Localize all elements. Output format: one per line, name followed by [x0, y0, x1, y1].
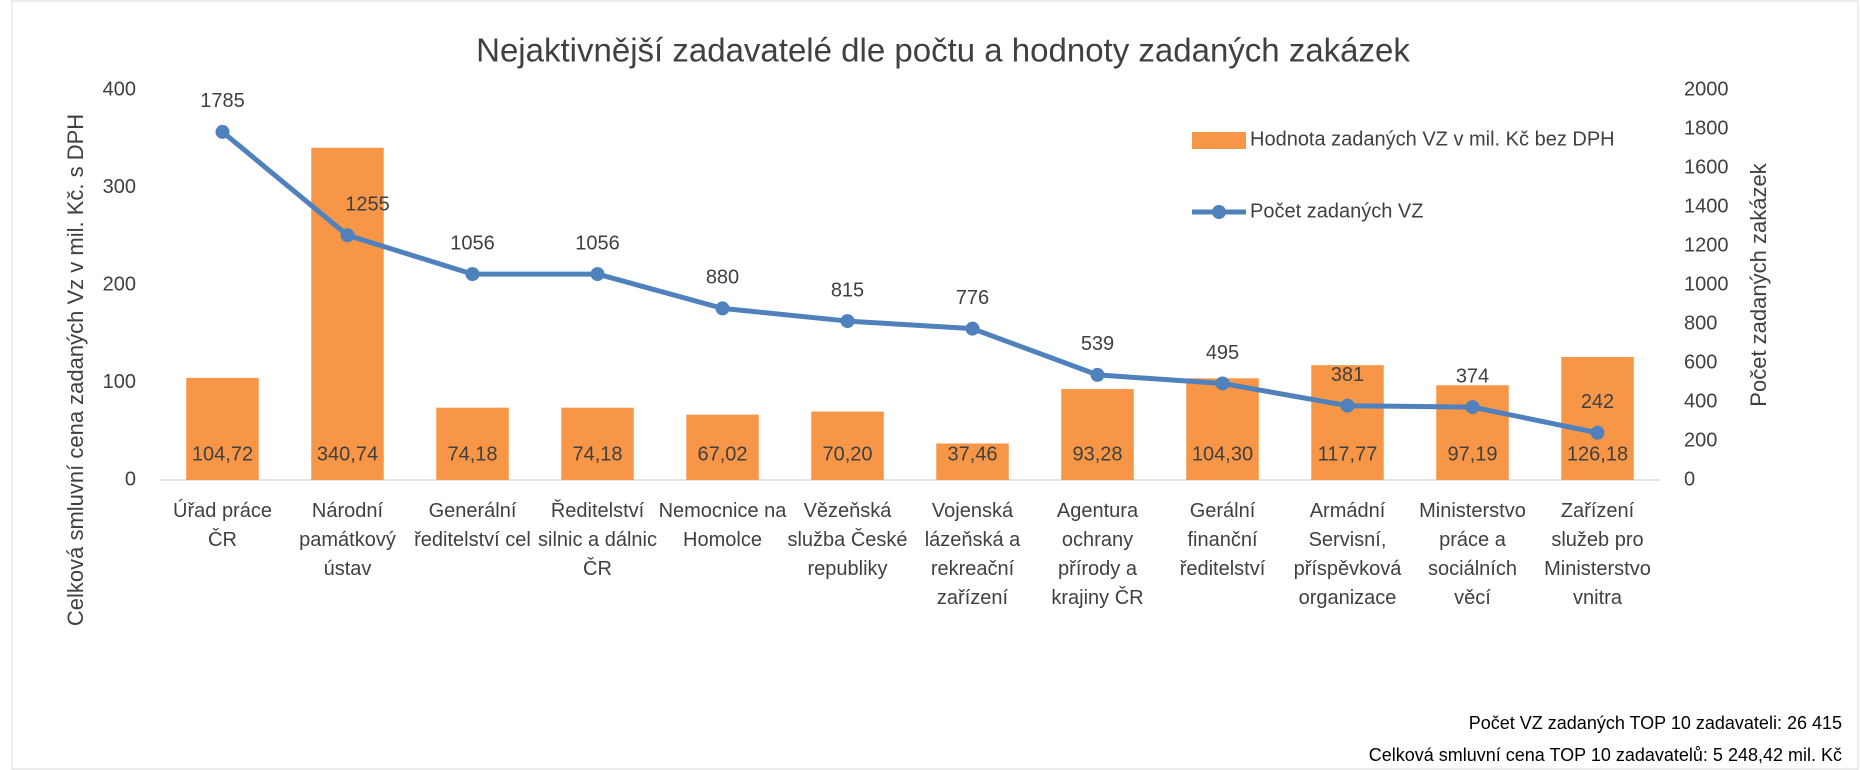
y2-tick-label: 1800 — [1684, 117, 1729, 139]
x-tick-label: Gerální finanční ředitelství — [1179, 500, 1266, 580]
y2-tick-label: 1600 — [1684, 156, 1729, 178]
bar — [1061, 389, 1134, 480]
data-label: 1255 — [345, 194, 390, 216]
data-label: 340,74 — [317, 443, 378, 465]
bar — [1436, 385, 1509, 480]
line-marker — [1215, 376, 1230, 391]
note: Počet VZ zadaných TOP 10 zadavateli: 26 … — [1468, 713, 1842, 733]
chart-title: Nejaktivnější zadavatelé dle počtu a hod… — [476, 32, 1410, 69]
x-tick-label: Ředitelství silnic a dálnic ČR — [538, 500, 657, 580]
y-tick-label: 400 — [103, 78, 136, 100]
y2-axis-title: Počet zadaných zakázek — [1746, 162, 1771, 406]
legend-label: Hodnota zadaných VZ v mil. Kč bez DPH — [1250, 128, 1615, 150]
bar — [811, 411, 884, 480]
data-label: 374 — [1456, 365, 1489, 387]
bar — [1561, 356, 1634, 480]
y-axis-title: Celková smluvní cena zadaných Vz v mil. … — [63, 114, 88, 626]
legend-swatch — [1192, 132, 1246, 149]
line-marker — [1465, 400, 1480, 415]
bar — [686, 414, 759, 480]
data-label: 74,18 — [572, 443, 622, 465]
y2-tick-label: 2000 — [1684, 78, 1729, 100]
data-label: 70,20 — [822, 443, 872, 465]
line — [220, 129, 1599, 436]
line-marker — [1340, 398, 1355, 413]
line-marker — [340, 228, 355, 243]
x-tick-label: Ministerstvo práce a sociálních věcí — [1419, 500, 1526, 609]
note: Celková smluvní cena TOP 10 zadavatelů: … — [1368, 745, 1842, 765]
data-label: 495 — [1206, 342, 1239, 364]
bar — [1311, 365, 1384, 480]
data-label: 815 — [831, 279, 864, 301]
data-label: 104,30 — [1192, 443, 1253, 465]
bar — [561, 407, 634, 480]
y-tick-label: 100 — [103, 371, 136, 393]
x-tick-label: Nemocnice na Homolce — [658, 500, 787, 551]
data-label: 1056 — [450, 232, 495, 254]
bar — [186, 377, 259, 480]
line-marker — [590, 267, 605, 282]
chart-border — [11, 0, 1859, 770]
data-label: 117,77 — [1318, 443, 1378, 465]
data-label: 381 — [1331, 364, 1364, 386]
x-tick-label: Armádní Servisní, příspěvková organizace — [1293, 500, 1402, 609]
data-label: 539 — [1081, 333, 1114, 355]
bar — [936, 443, 1009, 480]
y-tick-label: 300 — [103, 176, 136, 198]
y-tick-label: 200 — [103, 273, 136, 295]
data-label: 776 — [956, 287, 989, 309]
y2-tick-label: 800 — [1684, 312, 1717, 334]
x-tick-label: Úřad práce ČR — [173, 500, 272, 551]
line-marker — [840, 314, 855, 329]
y2-tick-label: 1400 — [1684, 195, 1729, 217]
line-marker — [465, 267, 480, 282]
bar — [436, 407, 509, 480]
line-marker — [1590, 425, 1605, 440]
x-tick-label: Vězeňská služba České republiky — [787, 500, 908, 580]
legend-swatch — [1212, 205, 1226, 219]
x-tick-label: Zařízení služeb pro Ministerstvo vnitra — [1544, 500, 1651, 609]
line-marker — [215, 124, 230, 139]
data-label: 104,72 — [192, 443, 253, 465]
data-label: 74,18 — [447, 443, 497, 465]
y2-tick-label: 400 — [1684, 390, 1717, 412]
y2-tick-label: 1200 — [1684, 234, 1729, 256]
y2-tick-label: 600 — [1684, 351, 1717, 373]
data-label: 93,28 — [1072, 443, 1122, 465]
bar — [1186, 378, 1259, 480]
y2-tick-label: 200 — [1684, 429, 1717, 451]
bar — [311, 147, 384, 480]
legend-label: Počet zadaných VZ — [1250, 200, 1423, 222]
y2-tick-label: 1000 — [1684, 273, 1729, 295]
x-tick-label: Generální ředitelství cel — [414, 500, 531, 551]
data-label: 126,18 — [1567, 443, 1628, 465]
data-label: 97,19 — [1447, 443, 1497, 465]
line-marker — [1090, 367, 1105, 382]
y-tick-label: 0 — [125, 468, 136, 490]
data-label: 880 — [706, 267, 739, 289]
data-label: 1056 — [575, 232, 620, 254]
line-marker — [715, 301, 730, 316]
x-tick-label: Agentura ochrany přírody a krajiny ČR — [1051, 500, 1144, 609]
x-tick-label: Vojenská lázeňská a rekreační zařízení — [924, 500, 1021, 609]
data-label: 242 — [1581, 391, 1614, 413]
line-marker — [965, 321, 980, 336]
data-label: 67,02 — [697, 443, 747, 465]
x-tick-label: Národní památkový ústav — [299, 500, 396, 580]
data-label: 1785 — [200, 90, 245, 112]
y2-tick-label: 0 — [1684, 468, 1695, 490]
data-label: 37,46 — [947, 443, 997, 465]
